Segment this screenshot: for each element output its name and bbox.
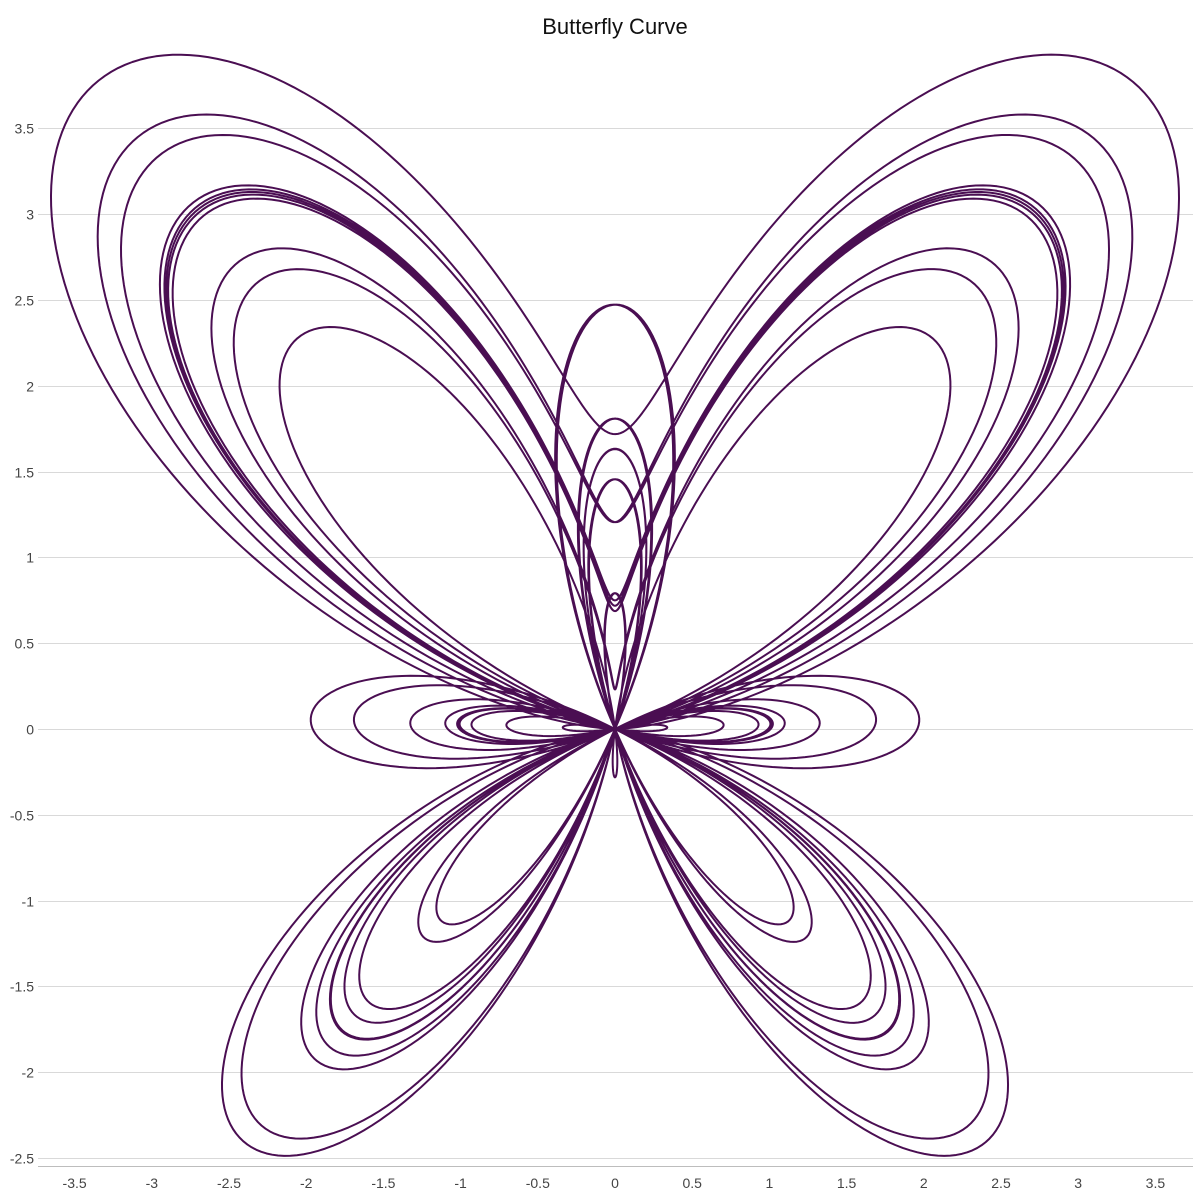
y-tick-label: 0 xyxy=(26,722,34,738)
x-tick-label: 2 xyxy=(920,1175,928,1191)
y-tick-label: 3.5 xyxy=(15,121,35,137)
y-tick-label: -1 xyxy=(22,894,35,910)
x-tick-label: 1.5 xyxy=(837,1175,857,1191)
x-tick-label: -0.5 xyxy=(526,1175,550,1191)
y-tick-label: -0.5 xyxy=(10,808,34,824)
y-tick-label: -1.5 xyxy=(10,979,34,995)
x-tick-label: -3.5 xyxy=(63,1175,87,1191)
y-tick-label: 2 xyxy=(26,379,34,395)
x-tick-label: -1 xyxy=(454,1175,467,1191)
y-tick-label: -2.5 xyxy=(10,1151,34,1167)
x-tick-label: -1.5 xyxy=(371,1175,395,1191)
x-tick-label: -3 xyxy=(146,1175,159,1191)
x-tick-label: 0 xyxy=(611,1175,619,1191)
x-axis-ticks: -3.5 -3 -2.5 -2 -1.5 -1 -0.5 0 0.5 1 1.5 2 2.5 3 3.5 xyxy=(63,1175,1166,1191)
x-tick-label: 0.5 xyxy=(682,1175,702,1191)
x-tick-label: -2 xyxy=(300,1175,313,1191)
y-tick-label: 0.5 xyxy=(15,636,35,652)
x-tick-label: 3.5 xyxy=(1146,1175,1166,1191)
x-tick-label: 1 xyxy=(766,1175,774,1191)
y-tick-label: 1.5 xyxy=(15,465,35,481)
y-tick-label: 3 xyxy=(26,207,34,223)
series-layer xyxy=(49,53,1181,1157)
grid-lines xyxy=(38,128,1193,1167)
butterfly-curve-line xyxy=(49,53,1181,1157)
x-tick-label: -2.5 xyxy=(217,1175,241,1191)
y-tick-label: -2 xyxy=(22,1065,35,1081)
x-tick-label: 3 xyxy=(1074,1175,1082,1191)
y-tick-label: 2.5 xyxy=(15,293,35,309)
y-axis-ticks: 3.5 3 2.5 2 1.5 1 0.5 0 -0.5 -1 -1.5 -2 -2.5 xyxy=(10,121,34,1167)
chart-title: Butterfly Curve xyxy=(542,14,688,39)
x-tick-label: 2.5 xyxy=(991,1175,1011,1191)
y-tick-label: 1 xyxy=(26,550,34,566)
